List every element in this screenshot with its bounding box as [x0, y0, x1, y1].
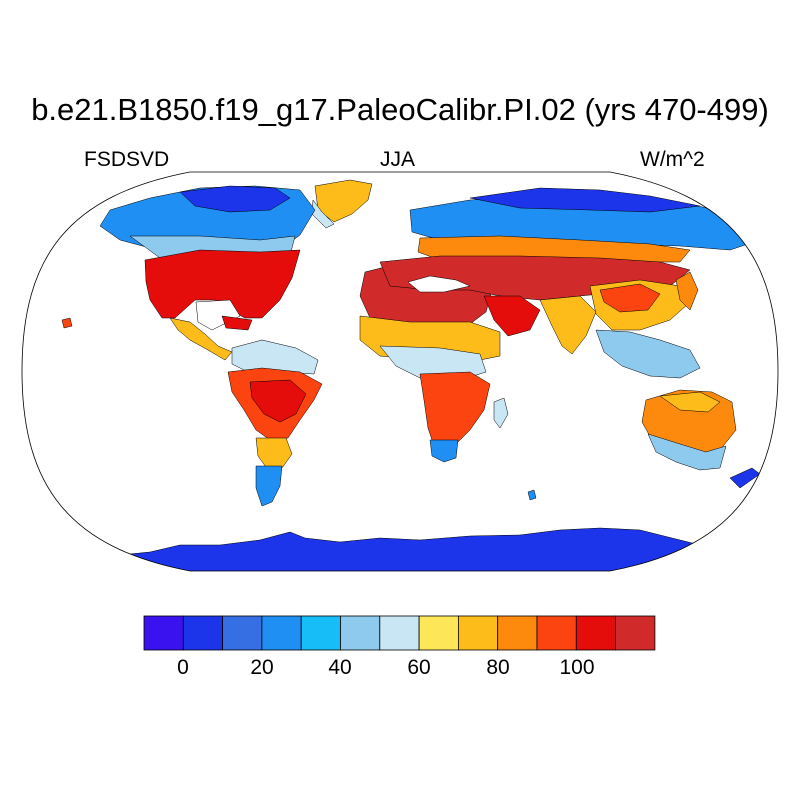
central-america — [169, 317, 233, 361]
colorbar-box — [497, 615, 538, 651]
colorbar-tick-label: 60 — [407, 656, 431, 679]
antarctica — [22, 527, 778, 571]
atlantic-island — [527, 489, 537, 501]
south-america-inner — [249, 379, 307, 423]
colorbar-box — [340, 615, 381, 651]
colorbar-tick-label: 40 — [328, 656, 352, 679]
colorbar-box — [379, 615, 420, 651]
madagascar — [493, 397, 509, 429]
colorbar-box — [536, 615, 577, 651]
colorbar-box — [222, 615, 263, 651]
caribbean — [221, 315, 253, 331]
africa-south — [419, 371, 491, 453]
colorbar-box — [300, 615, 341, 651]
map-title: b.e21.B1850.f19_g17.PaleoCalibr.PI.02 (y… — [31, 92, 769, 127]
arabia — [483, 295, 541, 337]
colorbar-box — [457, 615, 499, 651]
units-label: W/m^2 — [640, 148, 705, 171]
colorbar-tick-label: 80 — [486, 656, 510, 679]
colorbar-tick-label: 0 — [177, 656, 189, 679]
africa-cape — [429, 439, 459, 463]
north-america-arctic — [179, 185, 291, 213]
australia-south — [647, 433, 727, 471]
colorbar-box — [261, 615, 302, 651]
variable-label: FSDSVD — [84, 148, 170, 171]
pacific-island — [61, 317, 73, 329]
eurasia-arctic — [469, 187, 701, 213]
colorbar-box — [182, 615, 224, 651]
map-boundary — [21, 171, 779, 572]
south-america-north — [231, 339, 319, 375]
south-america-tip — [255, 465, 283, 507]
colorbar-box — [615, 615, 656, 651]
colorbar-tick-label: 20 — [250, 656, 274, 679]
india — [539, 295, 597, 355]
colorbar-box — [143, 615, 184, 651]
season-label: JJA — [380, 148, 416, 171]
colorbar-box — [418, 615, 459, 651]
australia-north — [659, 391, 721, 413]
east-asia-hot — [599, 283, 661, 313]
southeast-asia — [595, 329, 701, 379]
japan — [675, 271, 699, 311]
colorbar-tick-label: 100 — [559, 656, 595, 679]
colorbar-box — [575, 615, 616, 651]
mediterranean-hole — [407, 275, 471, 293]
